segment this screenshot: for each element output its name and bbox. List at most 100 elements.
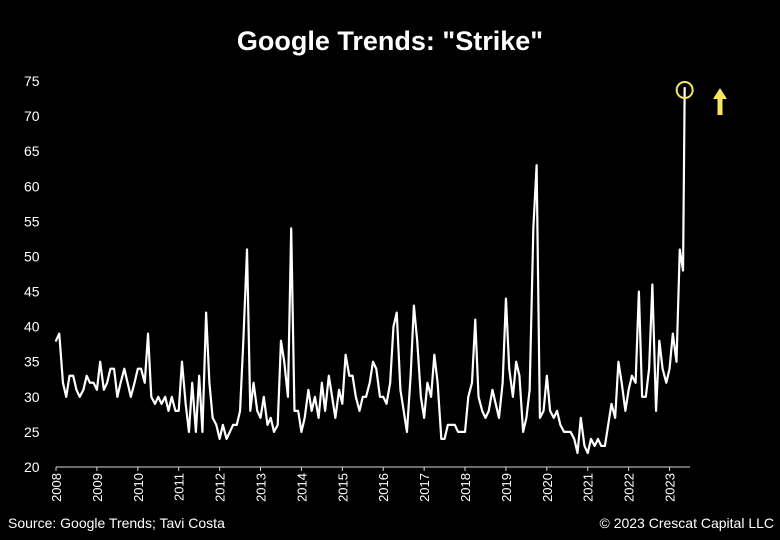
data-point [508,367,511,370]
highlight-circle [675,81,694,100]
y-tick-label: 35 [24,354,40,370]
data-point [348,374,351,377]
x-tick-label: 2016 [376,473,391,502]
data-point [365,396,367,398]
data-point [661,367,664,370]
data-point [631,374,633,377]
y-tick-label: 75 [24,73,40,89]
data-point [566,431,569,433]
data-point [310,410,313,412]
data-point [683,87,686,89]
data-point [68,374,71,377]
data-point [467,396,470,398]
data-point [586,452,589,454]
data-point [164,396,167,398]
data-point [634,381,637,384]
data-point [99,360,101,363]
data-point [457,431,459,433]
data-point [314,396,316,398]
data-point [137,367,139,370]
data-point [293,410,296,412]
data-point [515,360,517,363]
data-point [593,445,596,447]
data-point [477,396,480,398]
data-point [607,424,609,426]
data-point [668,367,671,370]
data-point [525,417,528,419]
data-point [184,403,187,405]
data-point [225,438,228,440]
data-point [600,445,603,447]
x-tick-label: 2014 [294,473,309,502]
y-tick-label: 45 [24,284,40,300]
data-point [303,417,306,419]
data-point [539,417,541,419]
x-tick-label: 2013 [254,473,269,502]
data-point [617,360,620,363]
data-point [96,389,98,391]
data-point [484,417,487,419]
data-point [447,424,449,426]
data-point [232,424,234,426]
x-tick-label: 2008 [49,473,64,502]
data-point [259,417,262,419]
data-point [597,438,599,440]
data-point [290,227,292,230]
data-point [109,367,112,370]
data-point [328,374,330,377]
data-point [126,381,129,384]
data-point [321,381,323,384]
data-point [218,438,221,440]
data-point [140,367,142,370]
data-point [559,424,562,426]
x-tick-label: 2022 [622,473,637,502]
data-point [351,374,354,377]
data-point [518,374,521,377]
y-tick-label: 55 [24,213,40,229]
data-point [150,396,153,398]
data-point [249,410,252,412]
data-point [181,360,183,363]
data-point [491,389,494,391]
data-point [501,381,504,384]
data-point [385,403,388,405]
data-point [113,367,115,370]
data-point [341,403,344,405]
up-arrow-icon [713,88,727,115]
data-point [273,431,275,433]
data-point [583,445,586,447]
data-point [103,389,105,391]
data-point [494,403,497,405]
arrow-head [713,88,727,99]
y-tick-label: 20 [24,459,40,475]
data-point [672,332,674,335]
data-point [78,396,81,398]
data-point [160,403,163,405]
data-point [170,396,173,398]
data-point [375,367,378,370]
data-point [167,410,170,412]
data-point [474,318,477,321]
data-point [58,332,61,335]
data-point [535,164,538,167]
data-point [130,396,132,398]
data-point [334,417,337,419]
y-tick-label: 70 [24,108,40,124]
data-point [133,381,136,384]
data-point [395,311,398,314]
data-point [174,410,177,412]
data-point [645,396,647,398]
plot-area [54,86,686,455]
data-point [409,374,412,377]
data-point [471,381,473,384]
data-point [454,424,456,426]
y-axis: 20 25 30 35 40 45 50 55 60 65 70 75 [24,73,40,475]
y-tick-label: 40 [24,319,40,335]
data-point [157,396,160,398]
data-point [269,417,272,419]
data-point [420,396,422,398]
data-point [65,396,68,398]
data-point [392,325,395,328]
data-point [546,374,548,377]
